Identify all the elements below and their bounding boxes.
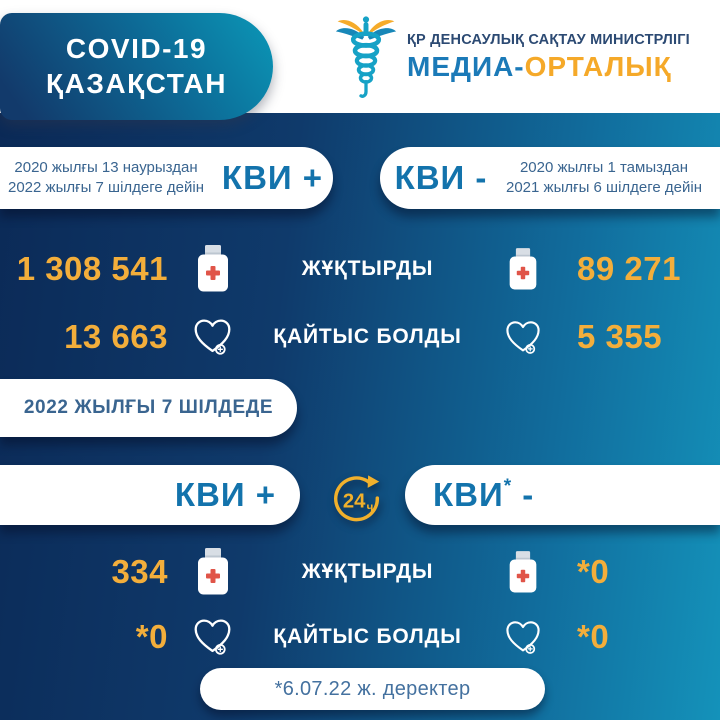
heart-health-icon: [170, 318, 255, 356]
infected-label: ЖҰҚТЫРДЫ: [301, 559, 434, 583]
kvi-minus-period-line1: 2020 жылғы 1 тамыздан: [519, 158, 689, 176]
kvi-minus-label: КВИ -: [394, 159, 488, 196]
kvi-plus-period: 2020 жылғы 13 наурыздан 2022 жылғы 7 шіл…: [0, 158, 212, 199]
daily-kvi-plus-died-value: *0: [135, 618, 168, 655]
logo-text: ҚР ДЕНСАУЛЫҚ САҚТАУ МИНИСТРЛІГІ МЕДИА-ОР…: [407, 32, 690, 83]
daily-kvi-minus-infected-value: *0: [577, 552, 610, 590]
kvi-minus-period-line2: 2021 жылғы 6 шілдеге дейін: [506, 179, 702, 196]
ministry-name: ҚР ДЕНСАУЛЫҚ САҚТАУ МИНИСТРЛІГІ: [407, 31, 690, 48]
medicine-bottle-icon: [480, 551, 565, 593]
daily-kvi-minus-label: КВИ* -: [433, 476, 535, 513]
24h-cycle-icon: 24 ч: [328, 471, 386, 529]
daily-kvi-minus-pill: КВИ* -: [405, 465, 720, 525]
kvi-minus-period: 2020 жылғы 1 тамыздан 2021 жылғы 6 шілде…: [502, 158, 720, 199]
caduceus-icon: [335, 16, 397, 98]
cumulative-died-row: 13 663 ҚАЙТЫС БОЛДЫ 5 355: [0, 314, 720, 360]
daily-died-row: *0 ҚАЙТЫС БОЛДЫ *0: [0, 614, 720, 660]
asterisk-footnote-marker: *: [503, 476, 513, 497]
medicine-bottle-icon: [170, 245, 255, 292]
daily-date-text: 2022 ЖЫЛҒЫ 7 ШІЛДЕДЕ: [23, 397, 274, 418]
footnote-text: *6.07.22 ж. деректер: [274, 677, 471, 700]
covid-title-badge: COVID-19 ҚАЗАҚСТАН: [0, 13, 273, 120]
ministry-logo: ҚР ДЕНСАУЛЫҚ САҚТАУ МИНИСТРЛІГІ МЕДИА-ОР…: [334, 12, 690, 102]
infected-label: ЖҰҚТЫРДЫ: [301, 256, 434, 280]
daily-kvi-plus-infected-value: 334: [111, 552, 168, 590]
cumulative-kvi-minus-died-value: 5 355: [577, 318, 663, 355]
medicine-bottle-icon: [480, 248, 565, 290]
covid-title: COVID-19: [65, 33, 208, 65]
footnote-pill: *6.07.22 ж. деректер: [200, 668, 545, 710]
24h-unit: ч: [367, 501, 374, 514]
media-center-title: МЕДИА-ОРТАЛЫҚ: [407, 51, 690, 83]
died-label: ҚАЙТЫС БОЛДЫ: [273, 325, 462, 348]
header: COVID-19 ҚАЗАҚСТАН: [0, 0, 720, 120]
died-label: ҚАЙТЫС БОЛДЫ: [273, 625, 462, 648]
cumulative-kvi-minus-infected-value: 89 271: [577, 249, 681, 287]
heart-health-icon: [480, 620, 565, 655]
cumulative-kvi-minus-pill: КВИ - 2020 жылғы 1 тамыздан 2021 жылғы 6…: [380, 147, 720, 209]
daily-kvi-plus-pill: КВИ +: [0, 465, 300, 525]
heart-health-icon: [480, 320, 565, 355]
media-title-part1: МЕДИА-: [407, 50, 525, 82]
daily-kvi-minus-died-value: *0: [577, 618, 610, 655]
infographic-body: 2020 жылғы 13 наурыздан 2022 жылғы 7 шіл…: [0, 113, 720, 720]
country-title: ҚАЗАҚСТАН: [46, 67, 227, 99]
cumulative-infected-row: 1 308 541 ЖҰҚТЫРДЫ 89 271: [0, 245, 720, 291]
heart-health-icon: [170, 618, 255, 656]
kvi-plus-period-line2: 2022 жылғы 7 шілдеге дейін: [8, 179, 204, 196]
cumulative-kvi-plus-infected-value: 1 308 541: [16, 249, 168, 287]
daily-infected-row: 334 ЖҰҚТЫРДЫ *0: [0, 548, 720, 594]
kvi-plus-period-line1: 2020 жылғы 13 наурыздан: [14, 158, 198, 176]
24h-number: 24: [343, 491, 366, 513]
media-title-part2: ОРТАЛЫҚ: [524, 50, 672, 82]
medicine-bottle-icon: [170, 548, 255, 595]
cumulative-kvi-plus-died-value: 13 663: [64, 318, 168, 355]
kvi-plus-label: КВИ +: [221, 159, 324, 196]
daily-date-pill: 2022 ЖЫЛҒЫ 7 ШІЛДЕДЕ: [0, 379, 297, 437]
cumulative-kvi-plus-pill: 2020 жылғы 13 наурыздан 2022 жылғы 7 шіл…: [0, 147, 333, 209]
daily-kvi-plus-label: КВИ +: [174, 476, 276, 513]
